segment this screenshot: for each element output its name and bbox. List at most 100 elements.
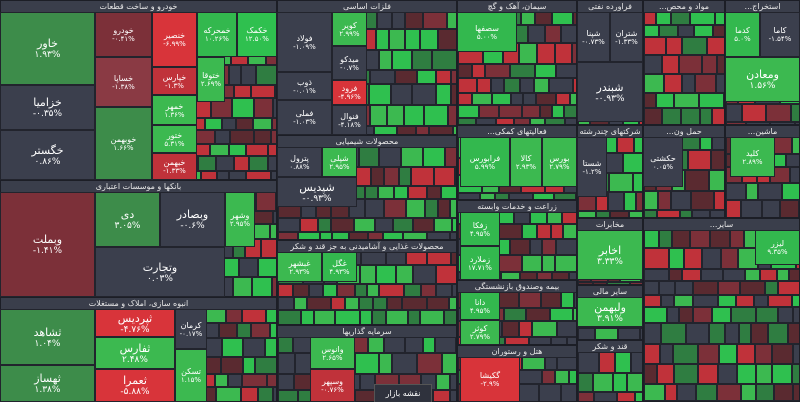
stock-tile[interactable]: فرود -۴.۹۶%: [332, 80, 367, 105]
stock-tile[interactable]: وسپهر -۰.۷۶%: [310, 369, 355, 402]
stock-cell: [412, 50, 432, 70]
stock-tile[interactable]: خکمک ۱۲.۵۰%: [237, 12, 277, 57]
stock-tile[interactable]: ثهساز ۱.۳۸%: [0, 365, 95, 402]
stock-tile[interactable]: خنصیر -۶.۹۹%: [152, 12, 197, 67]
stock-tile[interactable]: گکیشا -۲.۹%: [460, 357, 520, 402]
stock-tile[interactable]: کاما -۱.۵۴%: [760, 12, 800, 57]
stock-name: وبصادر: [176, 208, 209, 221]
stock-tile[interactable]: بورس ۲.۷۹%: [542, 137, 577, 187]
stock-tile[interactable]: فملی -۱.۰۳%: [277, 100, 332, 135]
stock-cell: [355, 284, 367, 297]
stock-tile[interactable]: وبصادر -۰.۶%: [160, 192, 225, 247]
stock-tile[interactable]: ثفارس ۲.۴۸%: [95, 337, 175, 369]
stock-change: ۲.۶۵%: [322, 353, 343, 362]
stock-cell: [451, 84, 456, 105]
stock-tile[interactable]: تسکن ۱.۱۵%: [175, 349, 207, 402]
stock-tile[interactable]: شپلی ۲.۹۵%: [322, 147, 357, 177]
stock-cell: [427, 252, 451, 265]
stock-cell: [710, 230, 730, 248]
stock-tile[interactable]: شتران -۱.۳۳%: [610, 12, 643, 62]
stock-tile[interactable]: دانا ۴.۹۵%: [460, 292, 500, 320]
stock-tile[interactable]: فولاد -۱.۰۹%: [277, 12, 332, 72]
stock-tile[interactable]: شستا -۱.۲%: [577, 137, 607, 197]
stock-cell: [411, 167, 434, 186]
stock-cell: [700, 137, 712, 150]
stock-tile[interactable]: زملارد ۱۷.۷۱%: [460, 246, 500, 280]
stock-tile[interactable]: پترول ۰.۸۸%: [277, 147, 322, 177]
stock-tile[interactable]: شپدیس -۰.۹۳%: [277, 177, 357, 207]
stock-tile[interactable]: خپارس -۱.۳%: [152, 67, 197, 95]
stock-tile[interactable]: کالا ۲.۹۳%: [510, 137, 542, 187]
stock-tile[interactable]: لیزر ۹.۳۵%: [755, 230, 800, 265]
stock-cell: [386, 310, 408, 324]
stock-tile[interactable]: ذوب -۰.۰۱%: [277, 72, 332, 100]
stock-tile[interactable]: وبملت -۱.۴۱%: [0, 192, 95, 297]
stock-cell: [451, 70, 456, 84]
stock-tile[interactable]: کرمان -۰.۱۷%: [175, 309, 207, 349]
stock-tile[interactable]: غبشهر ۲.۹۳%: [277, 252, 322, 282]
stock-cell: [751, 323, 768, 344]
stock-tile[interactable]: دی ۳.۰۵%: [95, 192, 160, 247]
stock-tile[interactable]: ختوقا ۲.۶۹%: [197, 57, 225, 102]
stock-tile[interactable]: ختور ۵.۳۱%: [152, 125, 197, 153]
stock-cell: [718, 364, 737, 384]
stock-tile[interactable]: ثعمرا -۵.۸۸%: [95, 369, 175, 402]
stock-tile[interactable]: ثپردیس -۴.۷۶%: [95, 309, 175, 337]
stock-change: -۱.۳%: [165, 81, 184, 90]
stock-tile[interactable]: فرابورس ۵.۹۹%: [460, 137, 510, 187]
stock-cell: [693, 281, 718, 295]
stock-tile[interactable]: وانوس ۲.۶۵%: [310, 337, 355, 369]
stock-tile[interactable]: ولبهمن ۳.۹۱%: [577, 297, 643, 327]
stock-name: خبهمن: [163, 158, 186, 167]
stock-tile[interactable]: خزامیا -۰.۳۵%: [0, 85, 95, 130]
stock-tile[interactable]: کوثر ۲.۷۹%: [460, 320, 500, 345]
stock-change: -۶.۹۹%: [163, 40, 186, 48]
stock-cell: [451, 252, 456, 265]
stock-tile[interactable]: خمحرکه ۱۰.۲۶%: [197, 12, 237, 57]
stock-tile[interactable]: اخابر ۳.۳۳%: [577, 230, 643, 280]
stock-tile[interactable]: کویر ۲.۹۹%: [332, 12, 367, 46]
stock-tile[interactable]: وتجارت ۰.۰۳%: [95, 247, 225, 297]
stock-tile[interactable]: کدما ۵.۰%: [725, 12, 760, 57]
stock-tile[interactable]: وشهر ۲.۹۵%: [225, 192, 255, 247]
stock-cell: [662, 55, 679, 74]
stock-cell: [201, 171, 217, 179]
stock-cell: [572, 43, 576, 64]
stock-cell: [496, 118, 514, 124]
stock-cell: [314, 310, 335, 324]
stock-cell: [318, 218, 331, 232]
stock-tile[interactable]: ثشاهد ۱.۰۴%: [0, 309, 95, 365]
stock-tile[interactable]: فنوال -۴.۱۸%: [332, 105, 367, 135]
stock-tile[interactable]: خوبهمن ۱.۶۶%: [95, 107, 152, 180]
stock-tile[interactable]: شبندر -۰.۹۳%: [577, 62, 643, 122]
stock-tile[interactable]: میدکو -۰.۷%: [332, 46, 367, 80]
stock-name: شستا: [582, 158, 602, 168]
stock-cell: [416, 126, 429, 134]
map-button[interactable]: نقشه بازار: [374, 384, 432, 402]
stock-name: خمحرکه: [203, 26, 231, 35]
stock-tile[interactable]: خاور ۱.۹۳%: [0, 12, 95, 85]
stock-tile[interactable]: خودرو -۰.۴۱%: [95, 12, 152, 57]
stock-name: دی: [120, 208, 135, 221]
stock-tile[interactable]: کلید ۲.۸۹%: [730, 137, 775, 177]
stock-cell: [221, 357, 243, 374]
stock-cell: [644, 108, 662, 124]
stock-change: ۵.۰%: [734, 35, 751, 43]
stock-tile[interactable]: خگستر ۰.۸۶%: [0, 130, 95, 180]
sector: سایر...: [643, 218, 800, 402]
stock-cell: [241, 65, 256, 85]
stock-tile[interactable]: زفکا ۴.۹۵%: [460, 212, 500, 246]
stock-tile[interactable]: شپنا -۰.۷۳%: [577, 12, 610, 62]
stock-tile[interactable]: غگل ۴.۹۳%: [322, 252, 357, 282]
stock-tile[interactable]: حکشتی ۰.۰۵%: [643, 137, 683, 187]
stock-cell: [725, 323, 739, 344]
stock-cell: [323, 284, 337, 297]
stock-tile[interactable]: خمهر ۱.۳۶%: [152, 95, 197, 125]
stock-tile[interactable]: خبهمن -۱.۳۳%: [152, 153, 197, 180]
stock-tile[interactable]: خساپا -۱.۳۸%: [95, 57, 152, 107]
stock-name: بورس: [549, 153, 570, 163]
stock-tile[interactable]: سصفها ۵.۰۰%: [457, 12, 517, 52]
stock-tile[interactable]: ومعادن ۱.۵۶%: [725, 57, 800, 102]
stock-name: سصفها: [475, 23, 499, 33]
stock-cell: [530, 239, 542, 255]
